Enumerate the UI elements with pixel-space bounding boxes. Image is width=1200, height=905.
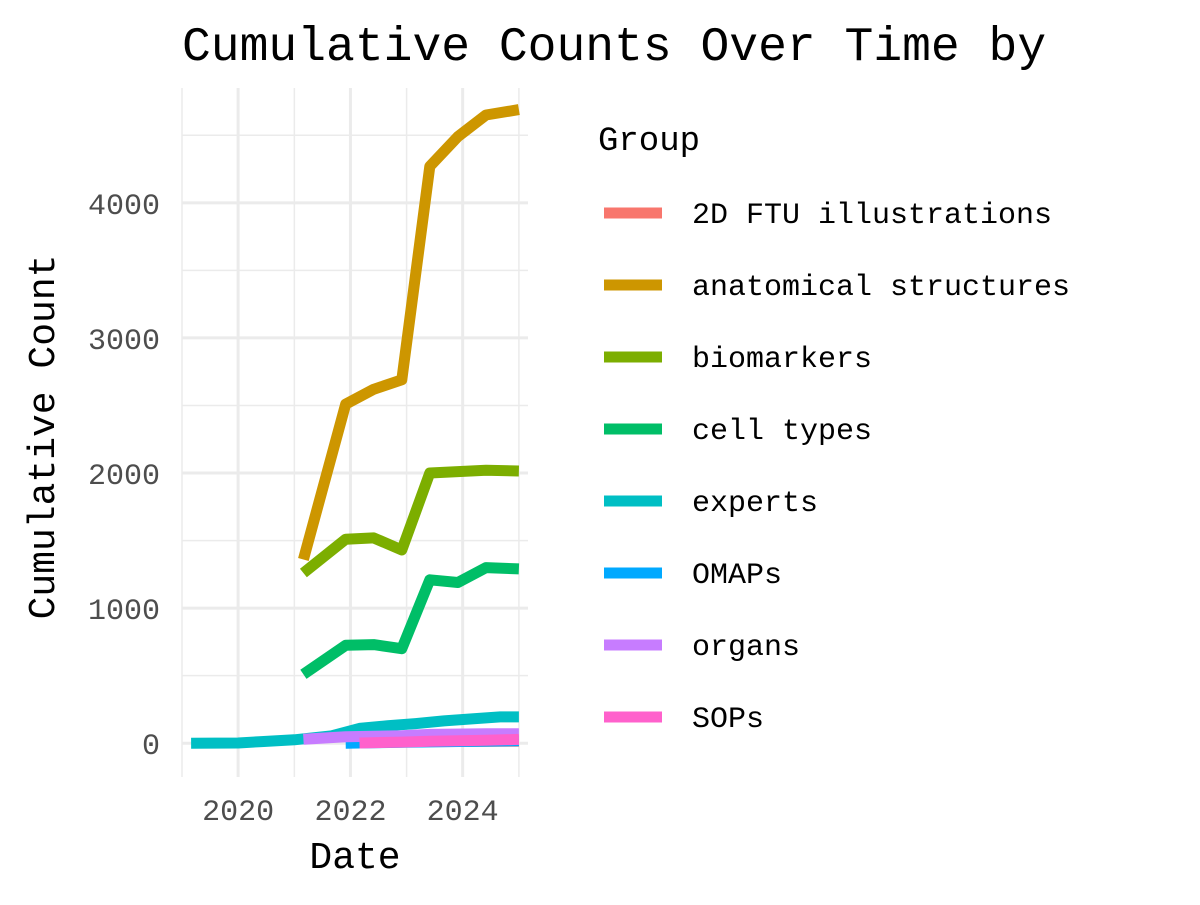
- chart-title: Cumulative Counts Over Time by: [182, 21, 1046, 75]
- y-axis-title: Cumulative Count: [23, 255, 66, 620]
- y-axis-ticks: 0 1000 2000 3000 4000: [88, 190, 160, 764]
- legend-label: SOPs: [692, 703, 764, 737]
- series-line-sops: [359, 733, 520, 749]
- series-line-cell-types: [300, 562, 520, 679]
- x-tick-label: 2022: [314, 796, 386, 830]
- x-axis-title: Date: [309, 837, 400, 880]
- y-tick-label: 0: [142, 730, 160, 764]
- legend-label: organs: [692, 631, 800, 665]
- legend-label: OMAPs: [692, 559, 782, 593]
- grid: [181, 88, 528, 777]
- series-line-organs: [303, 728, 519, 745]
- series-lines: [191, 104, 520, 749]
- series-line-anatomical-structures: [298, 104, 520, 561]
- y-tick-label: 1000: [88, 595, 160, 629]
- y-tick-label: 3000: [88, 325, 160, 359]
- series-line-experts: [191, 711, 519, 749]
- legend-label: anatomical structures: [692, 271, 1070, 305]
- y-tick-label: 4000: [88, 190, 160, 224]
- x-tick-label: 2020: [202, 796, 274, 830]
- series-line-biomarkers: [299, 464, 520, 578]
- legend-label: biomarkers: [692, 343, 872, 377]
- y-tick-label: 2000: [88, 460, 160, 494]
- legend-label: experts: [692, 487, 818, 521]
- legend: 2D FTU illustrations anatomical structure…: [604, 199, 1070, 737]
- legend-label: 2D FTU illustrations: [692, 199, 1052, 233]
- x-axis-ticks: 2020 2022 2024: [202, 796, 499, 830]
- legend-title: Group: [598, 123, 700, 161]
- x-tick-label: 2024: [427, 796, 499, 830]
- legend-label: cell types: [692, 415, 872, 449]
